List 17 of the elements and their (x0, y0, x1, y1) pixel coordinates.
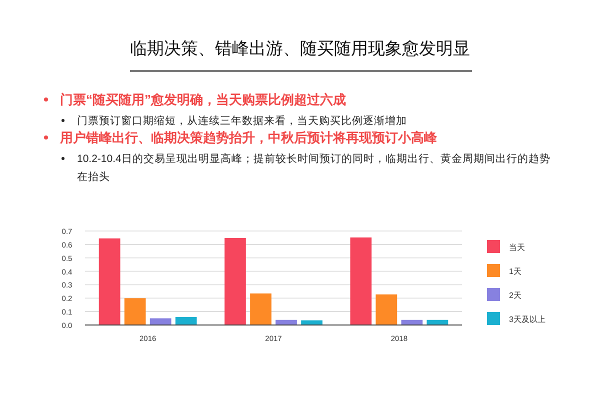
bar (250, 293, 272, 325)
bar (350, 237, 372, 325)
bar (376, 294, 398, 325)
text: 门票预订窗口期缩短，从连续三年数据来看，当天购买比例逐渐增加 (77, 114, 407, 127)
text: 用户错峰出行、临期决策趋势抬升，中秋后预计将再现预订小高峰 (59, 130, 438, 145)
bar (150, 318, 172, 325)
bar (175, 316, 197, 325)
legend-label: 当天 (509, 243, 525, 252)
bar (124, 298, 146, 325)
text: 10.2-10.4日的交易呈现出明显高峰；提前较长时间预订的同时，临期出行、黄金周期间出行的趋势在抬头 (77, 152, 550, 183)
legend-label: 3天及以上 (509, 315, 546, 324)
legend-label: 2天 (509, 291, 522, 300)
legend-label: 1天 (509, 267, 522, 276)
bar (98, 238, 120, 325)
bar (224, 238, 246, 325)
chart-title: 临期决策、错峰出游、随买随用现象愈发明显 (130, 39, 470, 58)
text: 门票“随买随用”愈发明确，当天购票比例超过六成 (60, 92, 346, 107)
